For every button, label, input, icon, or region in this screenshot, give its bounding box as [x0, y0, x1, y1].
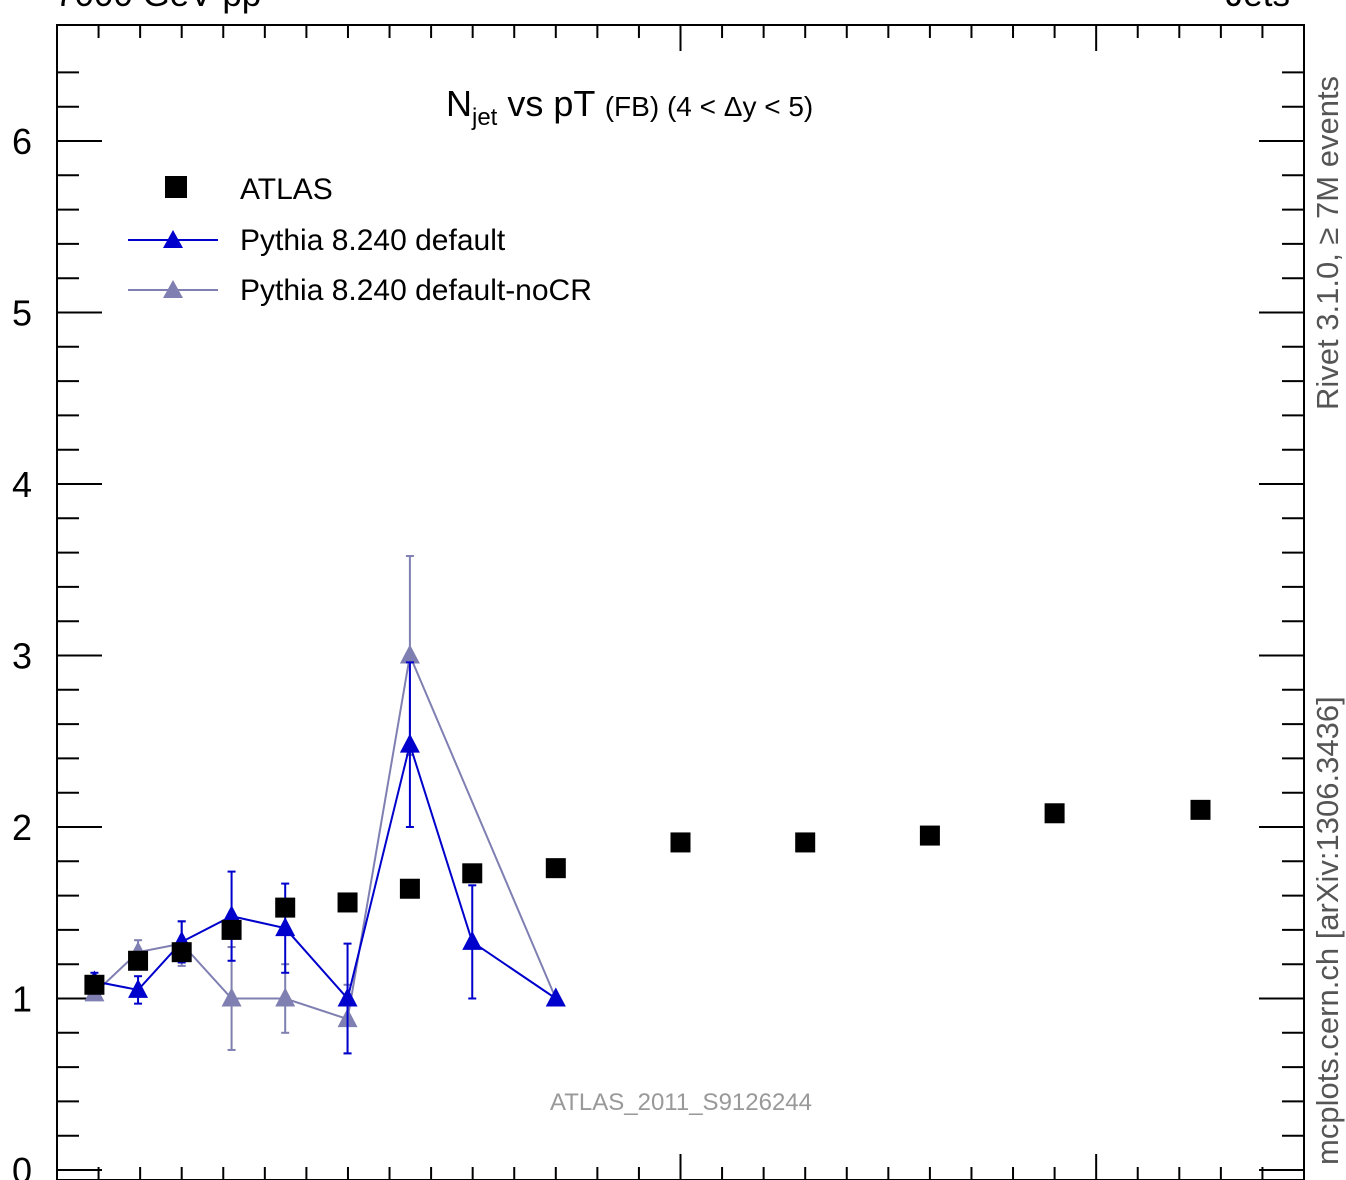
data-layer — [84, 555, 1211, 1055]
point-square-atlas — [221, 919, 242, 940]
rivet-label: Rivet 3.1.0, ≥ 7M events — [1310, 76, 1345, 410]
point-square-atlas — [670, 832, 691, 853]
chart-title: Njet vs pT (FB) (4 < Δy < 5) — [446, 83, 813, 131]
point-triangle-default — [221, 905, 242, 925]
axis-ticks — [57, 25, 1304, 1180]
point-square-atlas — [275, 897, 296, 918]
point-square-atlas — [795, 832, 816, 853]
point-triangle-nocr — [275, 987, 296, 1007]
point-square-atlas — [1044, 803, 1065, 824]
point-square-atlas — [399, 878, 420, 899]
y-tick-label: 6 — [12, 121, 32, 162]
point-square-atlas — [171, 942, 192, 963]
point-square-atlas — [337, 892, 358, 913]
point-square-atlas — [84, 974, 105, 995]
y-tick-label: 1 — [12, 979, 32, 1020]
point-triangle-default — [128, 978, 149, 998]
legend: ATLAS Pythia 8.240 default Pythia 8.240 … — [128, 173, 592, 307]
point-triangle-nocr — [399, 644, 420, 664]
title-rest: vs pT — [497, 83, 604, 124]
y-tick-label: 2 — [12, 807, 32, 848]
header-left: 7000 GeV pp — [55, 0, 261, 14]
point-square-atlas — [545, 858, 566, 879]
point-triangle-default — [337, 987, 358, 1007]
point-triangle-default — [399, 733, 420, 753]
legend-atlas-label: ATLAS — [240, 173, 333, 206]
point-triangle-default — [462, 930, 483, 950]
point-square-atlas — [128, 950, 149, 971]
y-tick-labels: 0 1 2 3 4 5 6 — [12, 121, 32, 1180]
legend-default-label: Pythia 8.240 default — [240, 224, 506, 257]
series-line-default — [94, 740, 557, 1001]
point-triangle-default — [275, 917, 296, 937]
legend-atlas-marker — [165, 176, 187, 198]
point-square-atlas — [462, 863, 483, 884]
legend-nocr-label: Pythia 8.240 default-noCR — [240, 274, 592, 307]
y-tick-label: 4 — [12, 464, 32, 505]
y-tick-label: 5 — [12, 293, 32, 334]
title-tag: (FB) (4 < Δy < 5) — [605, 91, 814, 122]
point-triangle-default — [545, 987, 566, 1007]
legend-nocr-marker — [163, 280, 183, 298]
title-main: N — [446, 83, 472, 124]
legend-default-marker — [163, 230, 183, 248]
watermark: ATLAS_2011_S9126244 — [550, 1089, 812, 1116]
y-tick-label: 0 — [12, 1150, 32, 1180]
series-line-nocr — [93, 651, 557, 1021]
title-sub: jet — [471, 104, 498, 131]
mcplots-label: mcplots.cern.ch [arXiv:1306.3436] — [1310, 696, 1345, 1165]
point-triangle-nocr — [221, 987, 242, 1007]
header-right: Jets — [1226, 0, 1290, 14]
y-tick-label: 3 — [12, 636, 32, 677]
point-square-atlas — [1190, 799, 1211, 820]
point-square-atlas — [919, 825, 940, 846]
